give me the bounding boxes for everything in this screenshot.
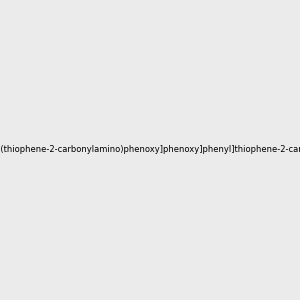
- Text: N-[4-[3-[4-(thiophene-2-carbonylamino)phenoxy]phenoxy]phenyl]thiophene-2-carboxa: N-[4-[3-[4-(thiophene-2-carbonylamino)ph…: [0, 146, 300, 154]
